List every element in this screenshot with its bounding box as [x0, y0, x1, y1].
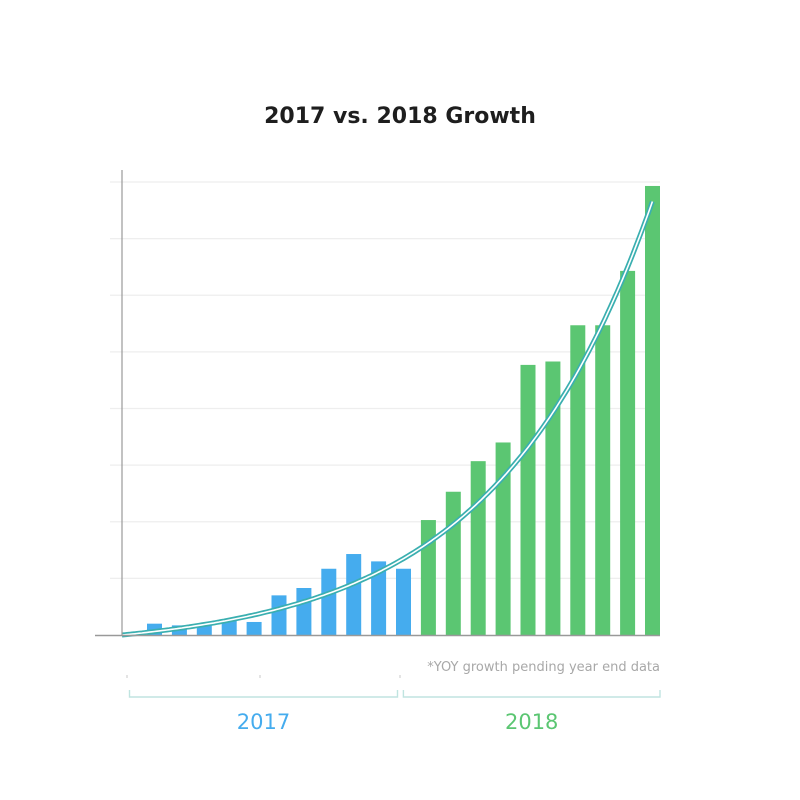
group-label-2017: 2017: [237, 710, 290, 734]
footnote-annotation: *YOY growth pending year end data: [427, 660, 660, 675]
bar-series2-13: [445, 491, 461, 635]
axes: [95, 170, 660, 678]
bar-series2-18: [570, 325, 586, 635]
bracket-2018: [402, 690, 661, 698]
bar-series2-19: [595, 325, 611, 635]
bar-series1-6: [271, 595, 287, 635]
year-groups: 2017 2018: [128, 690, 661, 734]
bracket-2017: [128, 690, 399, 698]
bar-series2-16: [520, 364, 536, 635]
bar-series2-20: [620, 270, 636, 635]
bar-series2-14: [470, 461, 486, 635]
group-label-2018: 2018: [505, 710, 558, 734]
bar-series1-7: [296, 588, 312, 635]
chart-title: 2017 vs. 2018 Growth: [264, 104, 536, 129]
bars: [147, 185, 660, 635]
bar-series2-12: [420, 520, 436, 635]
bar-series2-17: [545, 361, 561, 635]
bar-series1-10: [371, 561, 387, 635]
grid: [110, 181, 660, 580]
bar-series2-21: [645, 185, 660, 635]
bar-series1-9: [346, 554, 362, 635]
trend-line: [121, 201, 654, 636]
bar-series2-15: [495, 442, 511, 635]
trend-line-group: [121, 200, 655, 638]
bar-series1-5: [246, 621, 262, 635]
bar-series1-4: [221, 619, 237, 635]
bar-series1-8: [321, 568, 337, 635]
bar-series1-3: [196, 625, 212, 635]
bar-series1-11: [396, 568, 411, 635]
